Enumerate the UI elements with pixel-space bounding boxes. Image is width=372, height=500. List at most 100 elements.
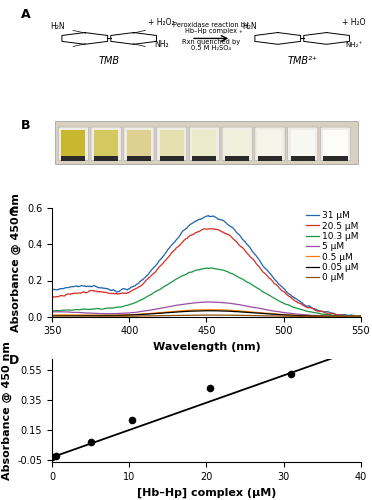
0.5 μM — [232, 308, 237, 314]
31 μM — [359, 313, 363, 319]
FancyBboxPatch shape — [222, 127, 252, 160]
20.5 μM — [359, 313, 363, 319]
Line: 10.3 μM: 10.3 μM — [52, 268, 361, 316]
0.5 μM — [283, 312, 287, 318]
20.5 μM — [355, 314, 359, 320]
FancyBboxPatch shape — [291, 130, 315, 156]
Point — [288, 370, 294, 378]
0 μM — [205, 312, 209, 318]
Legend: 31 μM, 20.5 μM, 10.3 μM, 5 μM, 0.5 μM, 0.05 μM, 0 μM: 31 μM, 20.5 μM, 10.3 μM, 5 μM, 0.5 μM, 0… — [306, 211, 358, 282]
FancyBboxPatch shape — [323, 156, 347, 160]
5 μM — [359, 314, 363, 320]
0.5 μM — [353, 314, 357, 320]
FancyBboxPatch shape — [258, 130, 282, 156]
31 μM — [105, 286, 109, 292]
10.3 μM — [283, 301, 287, 307]
5 μM — [105, 310, 109, 316]
Text: NH₂⁺: NH₂⁺ — [345, 42, 363, 48]
0.5 μM — [210, 306, 214, 312]
0.05 μM — [257, 310, 261, 316]
FancyBboxPatch shape — [94, 130, 118, 156]
10.3 μM — [105, 305, 109, 311]
0.05 μM — [129, 312, 134, 318]
31 μM — [50, 287, 54, 293]
20.5 μM — [232, 238, 237, 244]
0.05 μM — [232, 308, 237, 314]
5 μM — [257, 305, 261, 311]
31 μM — [257, 256, 261, 262]
FancyBboxPatch shape — [61, 130, 86, 156]
0 μM — [257, 312, 261, 318]
5 μM — [50, 309, 54, 315]
Line: 0 μM: 0 μM — [52, 315, 361, 316]
Text: H₂N: H₂N — [242, 22, 257, 32]
Text: D: D — [9, 354, 19, 367]
10.3 μM — [129, 301, 134, 307]
Point — [88, 438, 94, 446]
31 μM — [206, 212, 211, 218]
20.5 μM — [210, 226, 215, 232]
FancyBboxPatch shape — [160, 130, 184, 156]
Line: 31 μM: 31 μM — [52, 216, 361, 316]
FancyBboxPatch shape — [291, 156, 315, 160]
20.5 μM — [257, 264, 261, 270]
0.5 μM — [129, 312, 134, 318]
31 μM — [129, 284, 134, 290]
Point — [53, 452, 59, 460]
FancyBboxPatch shape — [320, 127, 351, 160]
Text: ⁺: ⁺ — [239, 32, 243, 38]
Text: 0.5 M H₂SO₄: 0.5 M H₂SO₄ — [191, 45, 231, 51]
FancyBboxPatch shape — [58, 127, 89, 160]
Y-axis label: Absorbance @ 450 nm: Absorbance @ 450 nm — [11, 193, 22, 332]
FancyBboxPatch shape — [192, 130, 217, 156]
FancyBboxPatch shape — [160, 156, 184, 160]
20.5 μM — [129, 288, 134, 294]
5 μM — [356, 314, 360, 320]
5 μM — [283, 310, 287, 316]
31 μM — [232, 226, 237, 232]
0.5 μM — [257, 310, 261, 316]
X-axis label: Wavelength (nm): Wavelength (nm) — [153, 342, 260, 352]
FancyBboxPatch shape — [258, 156, 282, 160]
5 μM — [190, 300, 194, 306]
Text: C: C — [9, 206, 18, 220]
10.3 μM — [355, 313, 359, 319]
0.05 μM — [359, 314, 363, 320]
X-axis label: [Hb–Hp] complex (μM): [Hb–Hp] complex (μM) — [137, 488, 276, 498]
0.05 μM — [190, 308, 194, 314]
Line: 0.05 μM: 0.05 μM — [52, 310, 361, 316]
0.05 μM — [50, 312, 54, 318]
Text: Rxn quenched by: Rxn quenched by — [182, 39, 240, 45]
Text: TMB²⁺: TMB²⁺ — [287, 56, 317, 66]
Text: TMB: TMB — [99, 56, 120, 66]
FancyBboxPatch shape — [94, 156, 118, 160]
Text: + H₂O: + H₂O — [342, 18, 366, 26]
5 μM — [129, 310, 134, 316]
FancyBboxPatch shape — [127, 130, 151, 156]
20.5 μM — [283, 290, 287, 296]
5 μM — [232, 301, 237, 307]
FancyBboxPatch shape — [157, 127, 187, 160]
10.3 μM — [257, 286, 261, 292]
0.05 μM — [206, 308, 211, 314]
20.5 μM — [190, 232, 194, 238]
0 μM — [105, 313, 109, 319]
10.3 μM — [50, 308, 54, 314]
20.5 μM — [105, 290, 109, 296]
0 μM — [190, 312, 194, 318]
31 μM — [190, 220, 194, 226]
FancyBboxPatch shape — [192, 156, 217, 160]
FancyBboxPatch shape — [91, 127, 121, 160]
0.5 μM — [359, 314, 363, 320]
Text: A: A — [21, 8, 31, 20]
Y-axis label: Absorbance @ 450 nm: Absorbance @ 450 nm — [1, 342, 12, 480]
FancyBboxPatch shape — [61, 156, 86, 160]
0.5 μM — [105, 312, 109, 318]
31 μM — [283, 287, 287, 293]
10.3 μM — [190, 269, 194, 275]
0 μM — [232, 312, 237, 318]
FancyBboxPatch shape — [127, 156, 151, 160]
0.5 μM — [50, 312, 54, 318]
FancyBboxPatch shape — [323, 130, 347, 156]
FancyBboxPatch shape — [55, 120, 358, 164]
